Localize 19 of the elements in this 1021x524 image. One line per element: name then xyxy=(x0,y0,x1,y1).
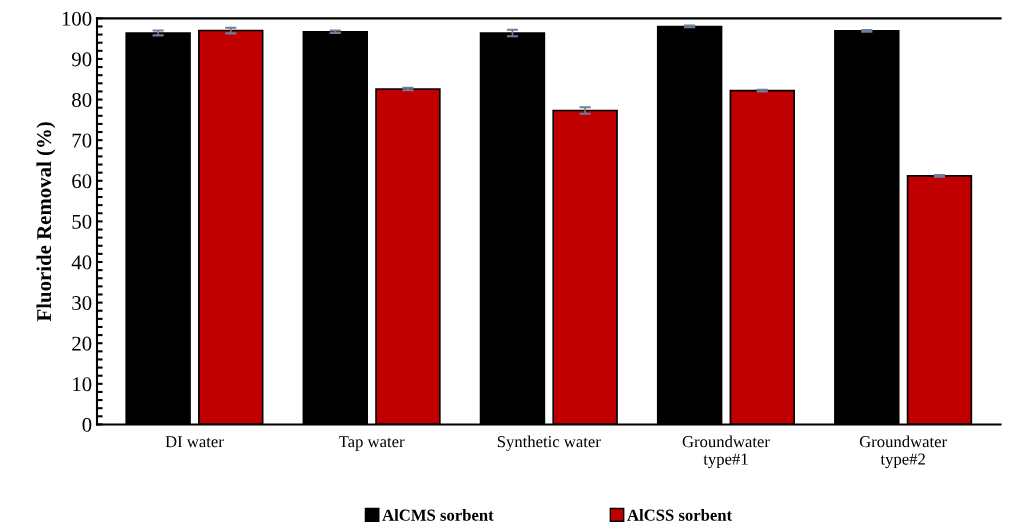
x-tick-label: Groundwater type#1 xyxy=(682,435,770,469)
y-tick-label: 80 xyxy=(72,92,92,107)
y-tick-label: 30 xyxy=(72,295,92,311)
y-tick-label: 10 xyxy=(73,377,92,392)
legend-label: AlCSS sorbent xyxy=(627,509,733,521)
x-tick-label: DI water xyxy=(165,436,224,448)
y-tick-label: 40 xyxy=(71,255,92,270)
y-axis-title: Fluoride Removal (%) xyxy=(36,122,56,322)
y-tick-label: 0 xyxy=(82,417,92,432)
y-tick-label: 100 xyxy=(62,11,92,26)
x-tick-label: Synthetic water xyxy=(497,435,601,451)
legend-label: AlCMS sorbent xyxy=(382,509,494,521)
y-tick-label: 50 xyxy=(72,214,92,229)
y-tick-label: 90 xyxy=(71,52,92,67)
y-tick-label: 20 xyxy=(72,336,92,351)
y-tick-label: 70 xyxy=(72,133,92,148)
y-tick-label: 60 xyxy=(72,174,92,189)
x-tick-label: Tap water xyxy=(338,436,405,451)
x-tick-label: Groundwater type#2 xyxy=(859,435,947,469)
